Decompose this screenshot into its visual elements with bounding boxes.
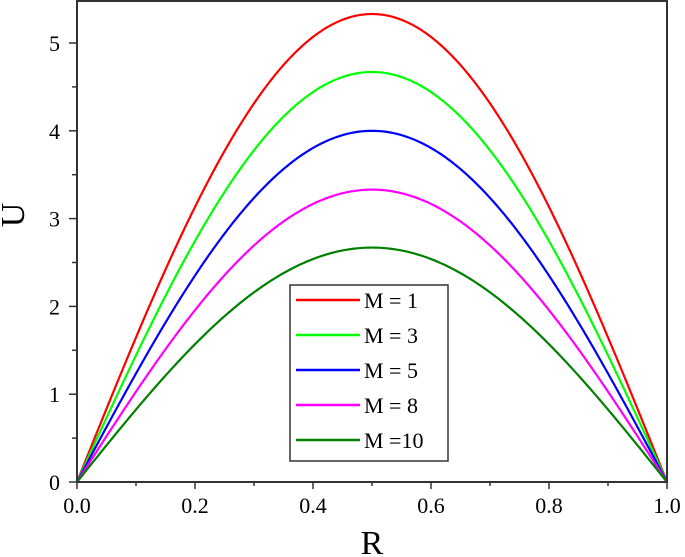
x-tick-label: 1.0 — [653, 493, 681, 518]
legend-label: M = 1 — [364, 288, 418, 313]
x-tick-label: 0.4 — [299, 493, 327, 518]
legend: M = 1 M = 3 M = 5 M = 8 M =10 — [289, 284, 449, 462]
x-tick-label: 0.2 — [181, 493, 209, 518]
legend-label: M = 3 — [364, 323, 418, 348]
y-tick-label: 1 — [49, 382, 60, 407]
y-axis: 0 1 2 3 4 5 — [49, 31, 77, 495]
plot-lines — [75, 12, 669, 483]
series-line-2 — [75, 70, 669, 483]
x-tick-label: 0.8 — [535, 493, 563, 518]
x-axis-title: R — [361, 525, 384, 557]
x-tick-label: 0.0 — [63, 493, 91, 518]
series-line-3 — [76, 129, 668, 483]
series-line-1 — [75, 12, 669, 483]
x-tick-label: 0.6 — [417, 493, 445, 518]
y-axis-title: U — [0, 203, 32, 228]
legend-label: M =10 — [364, 428, 423, 453]
y-tick-label: 4 — [49, 119, 60, 144]
y-tick-label: 5 — [49, 31, 60, 56]
legend-label: M = 5 — [364, 358, 418, 383]
legend-label: M = 8 — [364, 393, 418, 418]
series-line-5 — [76, 246, 668, 483]
legend-box — [289, 284, 449, 462]
y-tick-label: 0 — [49, 470, 60, 495]
series-line-4 — [76, 188, 668, 483]
y-tick-label: 2 — [49, 294, 60, 319]
y-tick-label: 3 — [49, 207, 60, 232]
x-axis: 0.0 0.2 0.4 0.6 0.8 1.0 — [63, 482, 681, 518]
